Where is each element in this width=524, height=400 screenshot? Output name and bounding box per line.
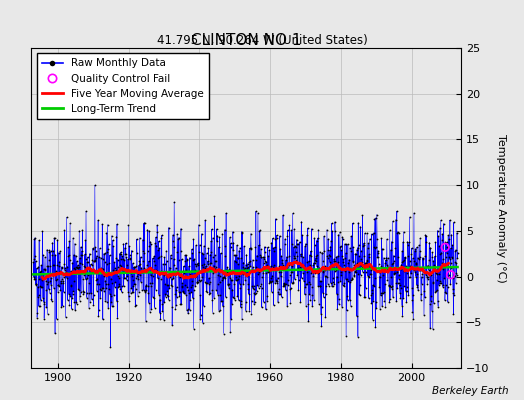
Point xyxy=(441,244,450,250)
Text: 41.795 N, 90.264 W (United States): 41.795 N, 90.264 W (United States) xyxy=(157,34,367,47)
Point xyxy=(446,272,455,278)
Legend: Raw Monthly Data, Quality Control Fail, Five Year Moving Average, Long-Term Tren: Raw Monthly Data, Quality Control Fail, … xyxy=(37,53,209,119)
Title: CLINTON NO 1: CLINTON NO 1 xyxy=(191,33,301,48)
Text: Berkeley Earth: Berkeley Earth xyxy=(432,386,508,396)
Y-axis label: Temperature Anomaly (°C): Temperature Anomaly (°C) xyxy=(496,134,506,282)
